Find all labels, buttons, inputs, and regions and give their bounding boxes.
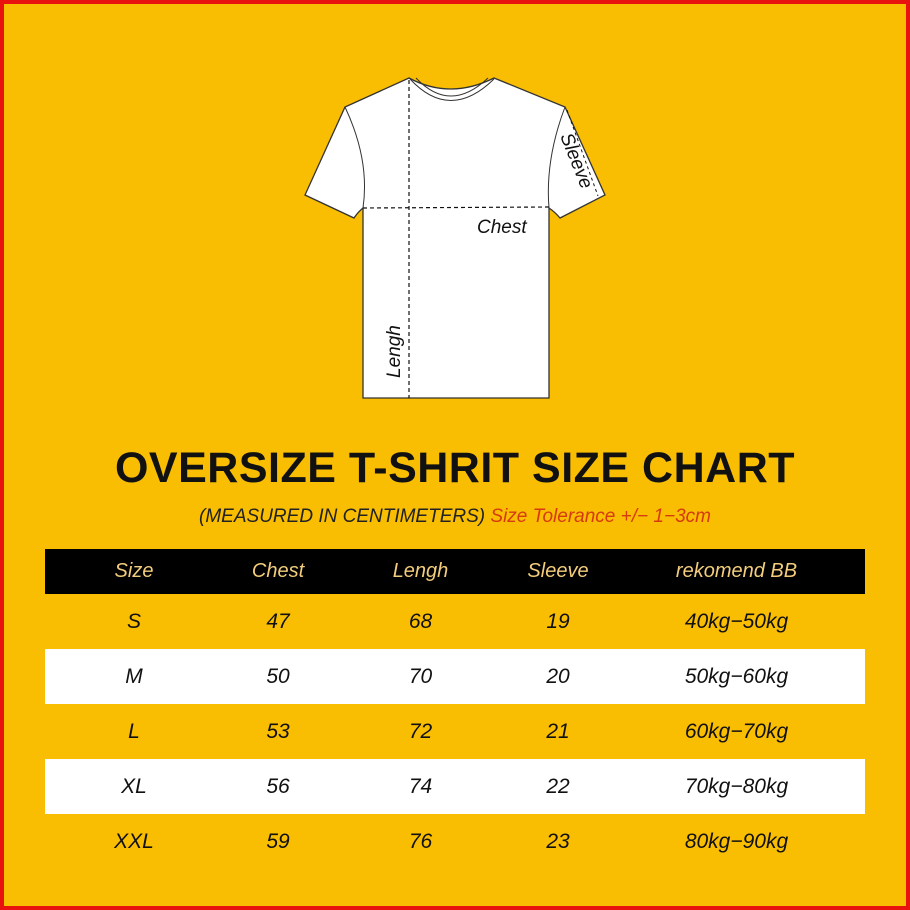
cell-sleeve: 21	[546, 719, 570, 743]
cell-length: 74	[408, 774, 433, 798]
chest-measure-line	[362, 206, 550, 209]
chest-label: Chest	[477, 217, 527, 238]
table-row: XL 56 74 22 70kg−80kg	[45, 759, 865, 814]
cell-chest: 59	[266, 829, 290, 853]
table-row: L 53 72 21 60kg−70kg	[45, 704, 865, 759]
cell-sleeve: 23	[546, 829, 570, 853]
cell-weight: 60kg−70kg	[684, 719, 789, 743]
cell-sleeve: 22	[546, 774, 570, 798]
page-title: OVERSIZE T-SHRIT SIZE CHART	[114, 444, 796, 492]
cell-length: 70	[408, 664, 433, 688]
cell-chest: 50	[266, 664, 290, 688]
cell-sleeve: 20	[546, 664, 570, 688]
cell-chest: 47	[266, 609, 290, 633]
tshirt-diagram: Sleeve Chest Lengh	[304, 77, 606, 399]
cell-chest: 53	[266, 719, 290, 743]
cell-size: M	[125, 664, 143, 688]
cell-size: XL	[121, 774, 147, 798]
cell-size: XXL	[114, 829, 154, 853]
cell-size: L	[128, 719, 140, 743]
size-table: Size Chest Lengh Sleeve rekomend BB S 47 6…	[45, 549, 865, 869]
header-chest: Chest	[251, 560, 305, 582]
measured-note: (MEASURED IN CENTIMETERS)	[199, 506, 486, 527]
cell-length: 76	[408, 829, 433, 853]
table-header: Size Chest Lengh Sleeve rekomend BB	[45, 549, 865, 594]
tolerance-note: Size Tolerance +/− 1−3cm	[490, 506, 711, 527]
header-length: Lengh	[392, 560, 449, 582]
tshirt-outline	[304, 77, 606, 399]
cell-length: 68	[408, 609, 433, 633]
subtitle: (MEASURED IN CENTIMETERS) Size Tolerance…	[0, 506, 910, 528]
cell-weight: 50kg−60kg	[684, 664, 789, 688]
cell-chest: 56	[266, 774, 290, 798]
cell-size: S	[126, 609, 141, 633]
table-row: S 47 68 19 40kg−50kg	[45, 594, 865, 649]
cell-weight: 70kg−80kg	[684, 774, 789, 798]
cell-length: 72	[408, 719, 433, 743]
header-weight: rekomend BB	[675, 560, 798, 582]
table-row: XXL 59 76 23 80kg−90kg	[45, 814, 865, 869]
table-row: M 50 70 20 50kg−60kg	[45, 649, 865, 704]
length-label: Lengh	[384, 325, 405, 378]
cell-sleeve: 19	[546, 609, 570, 633]
header-sleeve: Sleeve	[527, 560, 589, 582]
header-size: Size	[114, 560, 154, 582]
cell-weight: 40kg−50kg	[684, 609, 789, 633]
cell-weight: 80kg−90kg	[684, 829, 789, 853]
